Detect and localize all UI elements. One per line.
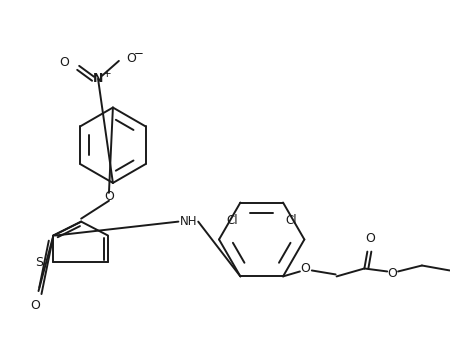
Text: O: O bbox=[364, 232, 374, 245]
Text: S: S bbox=[35, 256, 43, 269]
Text: O: O bbox=[31, 299, 41, 312]
Text: −: − bbox=[133, 47, 143, 61]
Text: NH: NH bbox=[179, 215, 197, 228]
Text: Cl: Cl bbox=[226, 214, 238, 228]
Text: O: O bbox=[299, 262, 309, 275]
Text: O: O bbox=[387, 267, 396, 280]
Text: O: O bbox=[104, 190, 114, 203]
Text: O: O bbox=[125, 53, 135, 65]
Text: +: + bbox=[103, 69, 111, 79]
Text: O: O bbox=[59, 56, 69, 69]
Text: Cl: Cl bbox=[285, 214, 296, 228]
Text: N: N bbox=[92, 72, 103, 85]
